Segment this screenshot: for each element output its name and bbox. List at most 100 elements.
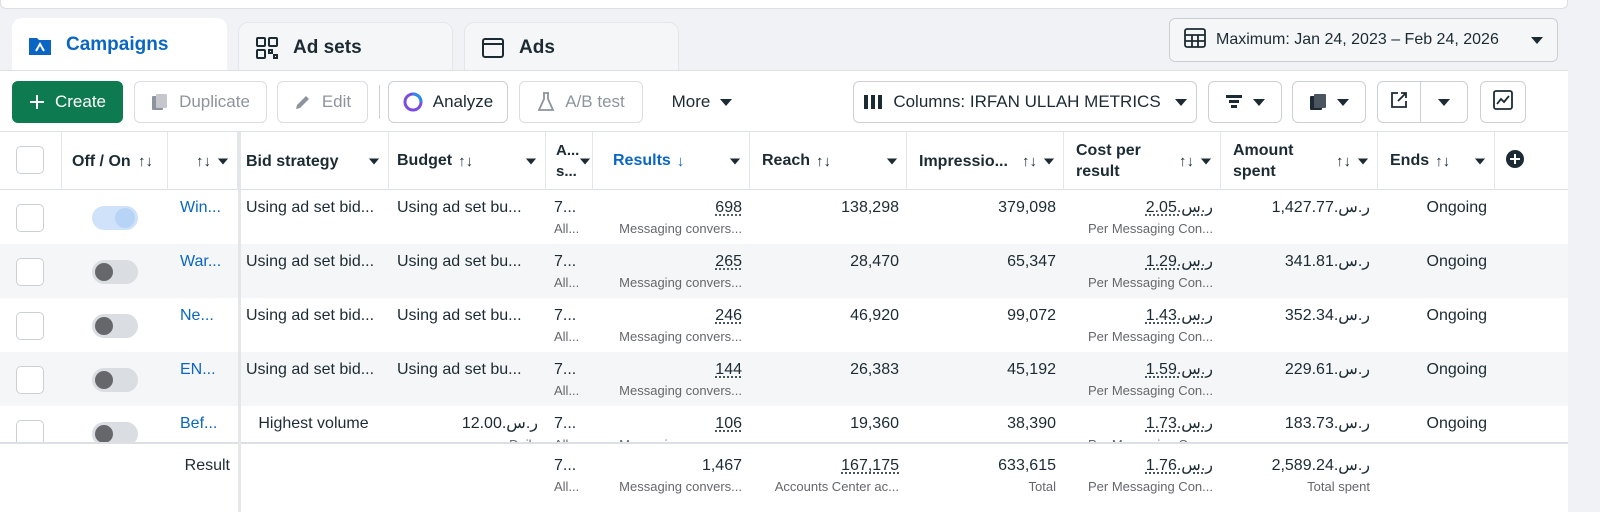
more-button[interactable]: More [657,81,747,123]
campaign-name-cell[interactable]: War... [172,244,238,298]
reports-button[interactable] [1292,81,1366,123]
row-checkbox[interactable] [16,258,44,286]
budget-cell: Using ad set bu... [397,199,522,216]
attribution-cell: 7...All... [554,361,580,398]
edit-label: Edit [321,92,352,111]
impressions-cell: 99,072 [1007,307,1056,324]
campaign-name-link[interactable]: Ne... [180,307,214,324]
breakdown-button[interactable] [1208,81,1282,123]
header-results[interactable]: Results ↓ [593,132,750,190]
campaigns-panel: Create Duplicate Edit Analyze A/B test M… [0,70,1568,512]
export-menu-button[interactable] [1420,81,1468,123]
header-budget[interactable]: Budget ↑↓ [389,132,546,190]
reach-cell: 46,920 [850,307,899,324]
sort-icon: ↑↓ [458,152,474,170]
bid-strategy-cell: Using ad set bid... [246,199,375,216]
bid-strategy-cell: Using ad set bid... [246,253,375,270]
cost-per-result-cell: 1.59.ر.س Per Messaging Con... [1087,361,1213,398]
budget-cell: Using ad set bu... [397,361,522,378]
header-label: Off / On [72,152,131,170]
chevron-down-icon [525,158,537,164]
tab-campaigns[interactable]: Campaigns [12,18,227,72]
analyze-button[interactable]: Analyze [388,81,508,123]
table-row[interactable]: Win... Using ad set bid... Using ad set bu… [0,190,1568,244]
table-row[interactable]: Ne... Using ad set bid... Using ad set bu.… [0,298,1568,352]
campaign-name-link[interactable]: Bef... [180,415,218,432]
header-campaign[interactable]: ↑↓ [168,132,238,190]
header-label: Impressio... [919,152,1008,170]
totals-results: 1,467 Messaging convers... [619,457,742,494]
campaign-name-link[interactable]: War... [180,253,222,270]
create-button[interactable]: Create [12,81,123,123]
campaign-toggle[interactable] [92,314,138,338]
header-label: A... s... [556,142,580,180]
duplicate-label: Duplicate [179,92,250,111]
sort-icon: ↑↓ [138,152,153,170]
header-attribution[interactable]: A... s... [546,132,593,190]
sort-icon: ↑↓ [196,152,211,170]
campaign-name-cell[interactable]: Bef... [172,406,238,460]
results-cell: 265 Messaging convers... [619,253,742,290]
header-off-on[interactable]: Off / On ↑↓ [62,132,168,190]
campaign-name-cell[interactable]: Win... [172,190,238,244]
sort-desc-icon: ↓ [676,152,685,170]
row-checkbox[interactable] [16,366,44,394]
columns-button[interactable]: Columns: IRFAN ULLAH METRICS [853,81,1197,123]
pencil-icon [294,93,312,111]
analyze-label: Analyze [432,92,494,111]
campaign-toggle[interactable] [92,260,138,284]
header-bid-strategy[interactable]: Bid strategy [238,132,389,190]
header-label: Amount spent [1233,142,1294,180]
create-label: Create [54,92,107,111]
sort-icon: ↑↓ [816,152,832,170]
header-amount-spent[interactable]: Amount spent ↑↓ [1221,132,1378,190]
add-column-button[interactable] [1495,132,1535,190]
table-row[interactable]: EN... Using ad set bid... Using ad set bu.… [0,352,1568,406]
header-cost-per-result[interactable]: Cost per result ↑↓ [1064,132,1221,190]
chevron-down-icon [729,158,741,164]
table-header: Off / On ↑↓ ↑↓ Bid strategy Budget ↑↓ A.… [0,132,1568,190]
edit-button[interactable]: Edit [277,81,368,123]
select-all-checkbox[interactable] [16,146,44,174]
campaign-toggle[interactable] [92,368,138,392]
impressions-cell: 38,390 [1007,415,1056,432]
campaign-toggle[interactable] [92,206,138,230]
chevron-down-icon [1043,158,1055,164]
charts-button[interactable] [1480,81,1526,123]
results-cell: 698 Messaging convers... [619,199,742,236]
toggle-knob [115,208,135,228]
campaign-name-link[interactable]: Win... [180,199,221,216]
cost-per-result-cell: 1.29.ر.س Per Messaging Con... [1087,253,1213,290]
campaign-name-cell[interactable]: EN... [172,352,238,406]
amount-spent-cell: 352.34.ر.س [1284,307,1370,324]
chevron-down-icon [1531,36,1543,44]
row-checkbox[interactable] [16,204,44,232]
tab-ad-sets[interactable]: Ad sets [238,22,453,72]
header-impressions[interactable]: Impressio... ↑↓ [907,132,1064,190]
duplicate-button[interactable]: Duplicate [134,81,267,123]
impressions-cell: 65,347 [1007,253,1056,270]
header-ends[interactable]: Ends ↑↓ [1378,132,1495,190]
campaign-name-cell[interactable]: Ne... [172,298,238,352]
chevron-down-icon [1474,158,1486,164]
totals-attribution: 7... All... [554,457,580,494]
chevron-down-icon [1174,98,1187,106]
table-row[interactable]: War... Using ad set bid... Using ad set bu… [0,244,1568,298]
duplicate-icon [151,93,169,111]
budget-cell: Using ad set bu... [397,307,522,324]
header-label: Ends [1390,152,1430,169]
attribution-cell: 7...All... [554,307,580,344]
export-button[interactable] [1377,81,1421,123]
tab-ads[interactable]: Ads [464,22,679,72]
bid-strategy-cell: Highest volume [258,415,369,432]
header-reach[interactable]: Reach ↑↓ [750,132,907,190]
date-range-picker[interactable]: Maximum: Jan 24, 2023 – Feb 24, 2026 [1169,18,1558,62]
plus-icon [29,94,45,110]
chevron-down-icon [1200,158,1212,164]
campaign-name-link[interactable]: EN... [180,361,216,378]
amount-spent-cell: 1,427.77.ر.س [1271,199,1370,216]
ab-test-button[interactable]: A/B test [519,81,643,123]
cost-per-result-cell: 2.05.ر.س Per Messaging Con... [1087,199,1213,236]
row-checkbox[interactable] [16,312,44,340]
